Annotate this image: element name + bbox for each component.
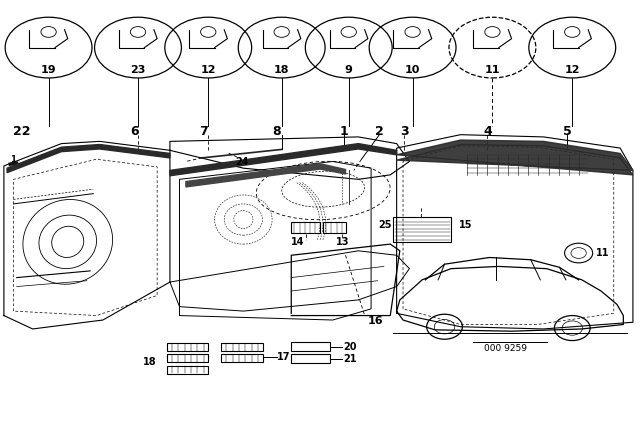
Text: 2: 2 xyxy=(375,125,384,138)
Bar xyxy=(291,342,330,351)
Text: 14: 14 xyxy=(291,237,305,247)
Polygon shape xyxy=(170,144,397,176)
Bar xyxy=(291,354,330,363)
Text: 6: 6 xyxy=(131,125,139,138)
Text: 21: 21 xyxy=(344,354,357,364)
Text: 20: 20 xyxy=(344,342,357,352)
Text: 11: 11 xyxy=(484,65,500,75)
Text: 1: 1 xyxy=(10,155,16,164)
Polygon shape xyxy=(7,145,170,172)
Text: 24: 24 xyxy=(236,157,249,168)
Text: 23: 23 xyxy=(131,65,146,75)
Text: 7: 7 xyxy=(200,125,208,138)
Text: 000 9259: 000 9259 xyxy=(484,344,527,353)
Text: 12: 12 xyxy=(200,65,216,75)
Text: 25: 25 xyxy=(378,220,392,230)
Bar xyxy=(394,217,451,242)
Bar xyxy=(167,354,208,362)
Text: 18: 18 xyxy=(274,65,289,75)
Text: 18: 18 xyxy=(143,357,157,366)
Bar xyxy=(167,343,208,351)
Polygon shape xyxy=(186,164,346,187)
Text: 15: 15 xyxy=(460,220,473,230)
Polygon shape xyxy=(397,140,633,175)
Text: 1: 1 xyxy=(340,125,349,138)
Text: 16: 16 xyxy=(368,316,383,326)
Text: 22: 22 xyxy=(13,125,31,138)
Text: 4: 4 xyxy=(483,125,492,138)
Text: 12: 12 xyxy=(564,65,580,75)
Text: 13: 13 xyxy=(335,237,349,247)
Text: 9: 9 xyxy=(345,65,353,75)
Bar xyxy=(221,343,262,351)
Bar xyxy=(167,366,208,374)
Text: 3: 3 xyxy=(400,125,408,138)
Text: 17: 17 xyxy=(277,352,291,362)
Text: 5: 5 xyxy=(563,125,572,138)
Text: 19: 19 xyxy=(41,65,56,75)
Bar xyxy=(221,354,262,362)
Text: 8: 8 xyxy=(272,125,281,138)
Text: 11: 11 xyxy=(596,248,609,258)
Text: 10: 10 xyxy=(405,65,420,75)
